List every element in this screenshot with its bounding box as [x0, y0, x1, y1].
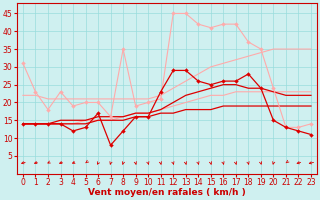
X-axis label: Vent moyen/en rafales ( km/h ): Vent moyen/en rafales ( km/h )	[88, 188, 246, 197]
